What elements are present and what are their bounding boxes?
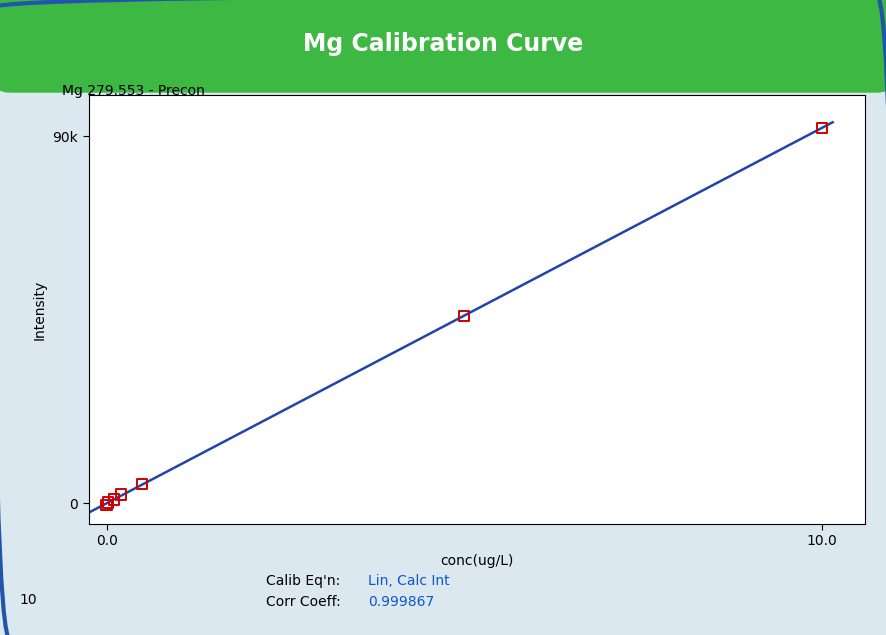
Text: Corr Coeff:: Corr Coeff: <box>266 595 340 609</box>
Text: Lin, Calc Int: Lin, Calc Int <box>368 574 449 588</box>
Text: 10: 10 <box>19 593 37 607</box>
Text: Mg Calibration Curve: Mg Calibration Curve <box>303 32 583 56</box>
Point <box>113 490 128 500</box>
X-axis label: conc(ug/L): conc(ug/L) <box>439 554 513 568</box>
Text: Mg 279.553 - Precon: Mg 279.553 - Precon <box>62 84 205 98</box>
Point <box>106 494 120 504</box>
Point <box>135 479 149 489</box>
Point <box>101 498 115 508</box>
Point <box>814 123 828 133</box>
Text: Calib Eq'n:: Calib Eq'n: <box>266 574 340 588</box>
FancyBboxPatch shape <box>0 0 886 93</box>
Point <box>456 311 470 321</box>
Y-axis label: Intensity: Intensity <box>33 279 47 340</box>
Text: 0.999867: 0.999867 <box>368 595 434 609</box>
Point <box>99 500 113 510</box>
